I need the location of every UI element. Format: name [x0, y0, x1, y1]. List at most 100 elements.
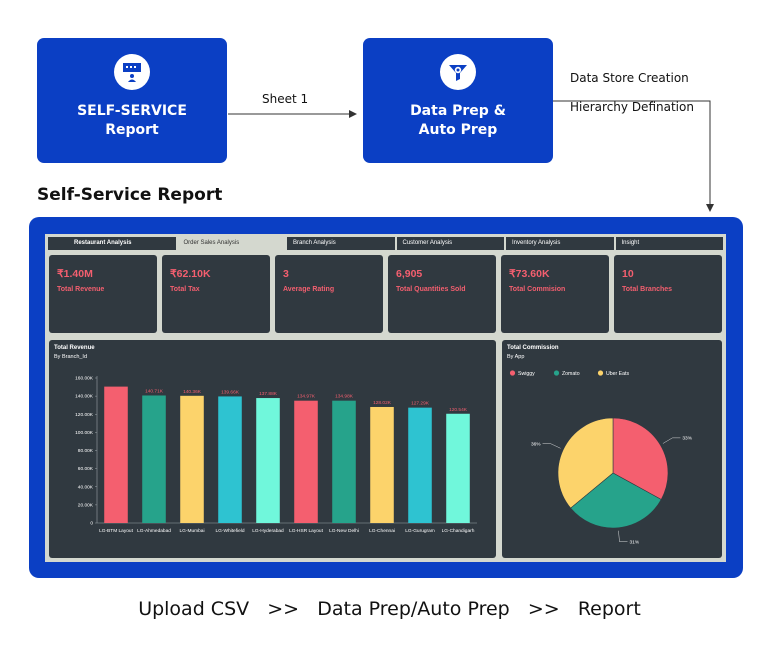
tab-insight[interactable]: Insight — [615, 237, 723, 250]
bar-panel-subtitle: By Branch_Id — [54, 354, 88, 360]
pie-slice — [557, 417, 614, 509]
y-tick-label: 140.00K — [75, 394, 94, 400]
y-tick-label: 100.00K — [75, 430, 94, 436]
kpi-value: ₹62.10K — [170, 268, 211, 280]
commission-pie-panel: Total Commission By App Swiggy Zomato Uber… — [502, 340, 722, 558]
self-service-report-box: SELF-SERVICE Report — [37, 38, 227, 163]
data-prep-label-line1: Data Prep & — [410, 103, 506, 119]
bar-data-label: 120.54K — [449, 407, 468, 413]
commission-pie-chart: Swiggy Zomato Uber Eats 33% 31% 36% — [509, 370, 693, 545]
bar — [218, 396, 242, 523]
self-service-label: SELF-SERVICE Report — [77, 102, 187, 140]
bar-data-label: 134.97K — [297, 394, 316, 400]
kpi-label: Average Rating — [283, 286, 335, 293]
sheet-arrow-label: Sheet 1 — [262, 92, 309, 106]
kpi-card-commission: ₹73.60K Total Commision — [501, 255, 609, 333]
x-tick-label: LG-Chennai — [369, 528, 395, 534]
dashboard-tabbar: Restaurant Analysis Order Sales Analysis… — [48, 237, 723, 250]
arrow-store-line — [553, 100, 711, 204]
data-prep-label-line2: Auto Prep — [418, 122, 498, 138]
kpi-label: Total Commision — [509, 286, 566, 293]
data-prep-icon-circle — [440, 54, 476, 90]
footer-step-upload: Upload CSV — [138, 598, 250, 620]
x-tick-label: LG-New Delhi — [329, 528, 359, 534]
bar — [180, 395, 204, 523]
pie-panel-title: Total Commission — [507, 345, 559, 351]
tab-branch-analysis[interactable]: Branch Analysis — [287, 237, 395, 250]
bar-data-label: 127.29K — [411, 401, 430, 407]
data-prep-box: Data Prep & Auto Prep — [363, 38, 553, 163]
gear-funnel-icon — [449, 65, 467, 81]
pie-data-label: 33% — [682, 436, 692, 442]
legend-swatch — [597, 370, 604, 376]
y-tick-label: 80.00K — [78, 448, 94, 454]
data-prep-label: Data Prep & Auto Prep — [410, 102, 506, 140]
hierarchy-definition-label: Hierarchy Defination — [570, 100, 694, 114]
kpi-value: ₹1.40M — [57, 268, 93, 280]
kpi-value: ₹73.60K — [509, 268, 550, 280]
kpi-value: 3 — [283, 268, 289, 280]
y-tick-label: 20.00K — [78, 502, 94, 508]
bar — [294, 400, 318, 523]
bar-data-label: 128.02K — [373, 400, 392, 406]
legend-label: Swiggy — [518, 371, 535, 377]
legend-swatch — [509, 370, 516, 376]
kpi-card-revenue: ₹1.40M Total Revenue — [49, 255, 157, 333]
report-icon-circle — [114, 54, 150, 90]
kpi-value: 6,905 — [396, 268, 423, 280]
y-tick-label: 160.00K — [75, 376, 94, 382]
pie-panel-subtitle: By App — [507, 354, 525, 360]
process-footer: Upload CSV >> Data Prep/Auto Prep >> Rep… — [0, 598, 779, 620]
x-tick-label: LG-HSR Layout — [289, 528, 324, 534]
kpi-card-quantities: 6,905 Total Quantities Sold — [388, 255, 496, 333]
bar-panel-title: Total Revenue — [54, 345, 95, 351]
footer-step-report: Report — [577, 598, 641, 620]
self-service-label-line1: SELF-SERVICE — [77, 103, 187, 119]
y-tick-label: 40.00K — [78, 484, 94, 490]
arrow-sheet-head — [349, 110, 357, 118]
bar-data-label: 139.66K — [221, 389, 240, 395]
bar — [446, 413, 470, 523]
pie-leader-line — [618, 530, 628, 542]
bar — [370, 406, 394, 523]
pie-slice — [612, 417, 669, 500]
bar — [332, 400, 356, 523]
tab-restaurant-analysis[interactable]: Restaurant Analysis — [48, 237, 176, 250]
y-tick-label: 0 — [90, 521, 93, 527]
kpi-label: Total Branches — [622, 286, 673, 293]
legend-label: Zomato — [562, 371, 580, 377]
kpi-card-rating: 3 Average Rating — [275, 255, 383, 333]
legend-label: Uber Eats — [606, 371, 629, 377]
kpi-label: Total Quantities Sold — [396, 286, 466, 293]
revenue-bar-panel: Total Revenue By Branch_Id 0 20.00K 40.00K… — [49, 340, 496, 558]
tab-order-sales-analysis[interactable]: Order Sales Analysis — [177, 237, 285, 250]
x-tick-label: LG-Gurugram — [405, 528, 435, 534]
kpi-value: 10 — [622, 268, 634, 280]
kpi-label: Total Tax — [170, 286, 200, 293]
bar — [142, 395, 166, 523]
tab-customer-analysis[interactable]: Customer Analysis — [396, 237, 504, 250]
bar — [104, 386, 128, 523]
x-tick-label: LG-BTM Layout — [99, 528, 134, 534]
data-store-creation-label: Data Store Creation — [570, 71, 689, 85]
pie-leader-line — [662, 437, 681, 444]
footer-separator: >> — [267, 598, 300, 620]
bar-data-label: 140.36K — [183, 389, 202, 395]
self-service-label-line2: Report — [105, 122, 159, 138]
presentation-icon — [123, 63, 141, 82]
pie-leader-line — [542, 443, 561, 449]
bar-data-label: 137.88K — [259, 391, 278, 397]
dashboard: Restaurant Analysis Order Sales Analysis… — [45, 234, 726, 562]
x-tick-label: LG-Ahmedabad — [137, 528, 171, 534]
dashboard-frame: Restaurant Analysis Order Sales Analysis… — [29, 217, 743, 578]
pie-data-label: 36% — [531, 441, 541, 447]
footer-separator: >> — [527, 598, 560, 620]
y-tick-label: 60.00K — [78, 466, 94, 472]
section-title: Self-Service Report — [37, 185, 223, 205]
x-tick-label: LG-Mumbai — [179, 528, 204, 534]
y-tick-label: 120.00K — [75, 412, 94, 418]
bar-data-label: 140.71K — [145, 388, 164, 394]
bar — [408, 407, 432, 523]
tab-inventory-analysis[interactable]: Inventory Analysis — [506, 237, 614, 250]
